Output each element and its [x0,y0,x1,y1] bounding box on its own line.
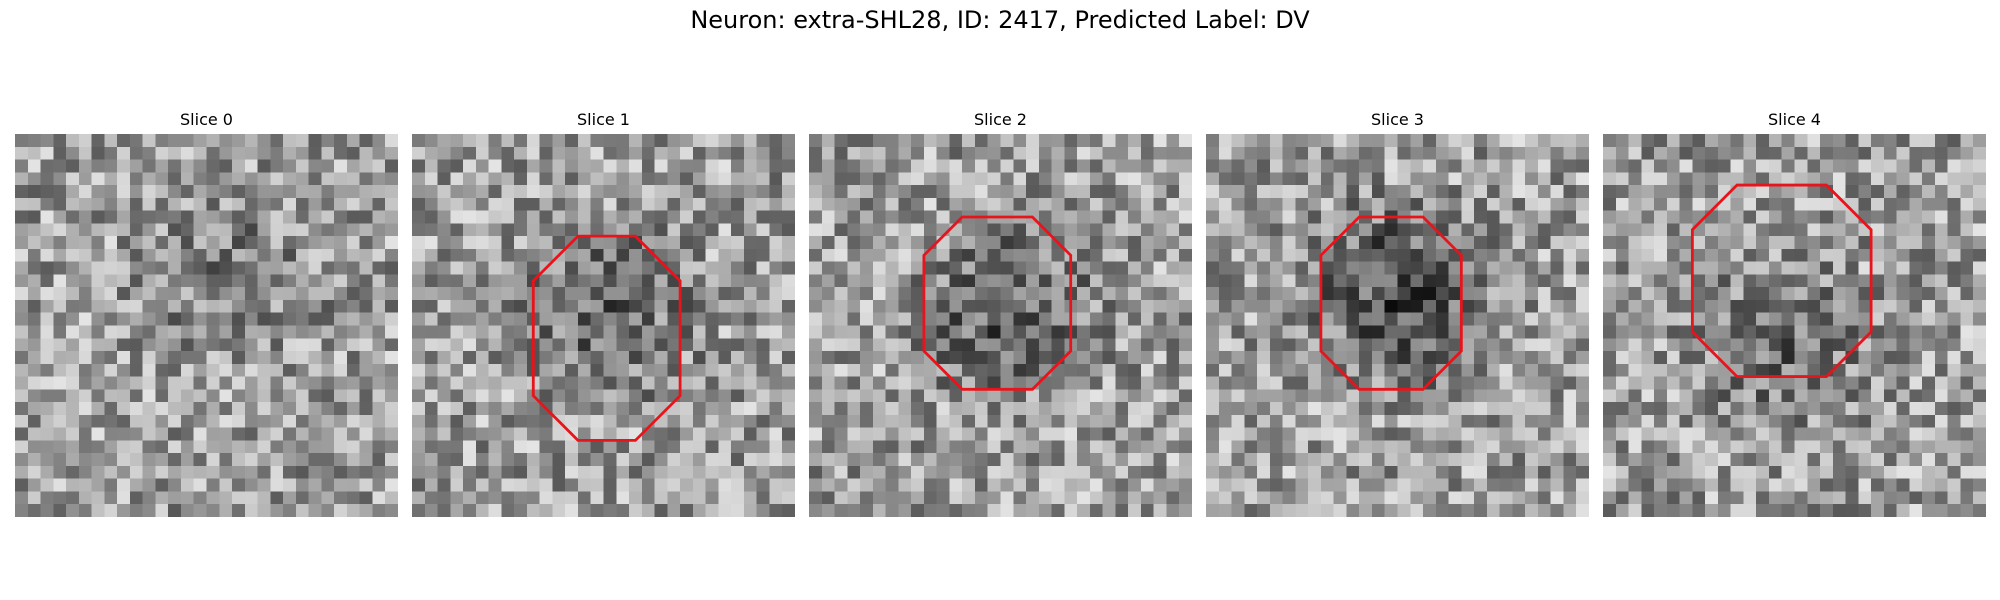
slice-image [1206,134,1589,517]
slice-title: Slice 3 [1371,110,1424,129]
slice-title: Slice 1 [577,110,630,129]
slice-image [1603,134,1986,517]
roi-contour [1319,215,1463,391]
slice-panel-1: Slice 1 [412,108,795,517]
slice-panel-0: Slice 0 [15,108,398,517]
slice-title: Slice 2 [974,110,1027,129]
slice-title: Slice 0 [180,110,233,129]
slice-panel-4: Slice 4 [1603,108,1986,517]
roi-contour [1690,183,1873,378]
slice-panel-3: Slice 3 [1206,108,1589,517]
slice-image [15,134,398,517]
roi-contour [531,234,682,442]
slice-image [809,134,1192,517]
slice-image [412,134,795,517]
figure-title: Neuron: extra-SHL28, ID: 2417, Predicted… [690,6,1310,34]
roi-contour [922,215,1073,391]
slice-panel-2: Slice 2 [809,108,1192,517]
slice-title: Slice 4 [1768,110,1821,129]
